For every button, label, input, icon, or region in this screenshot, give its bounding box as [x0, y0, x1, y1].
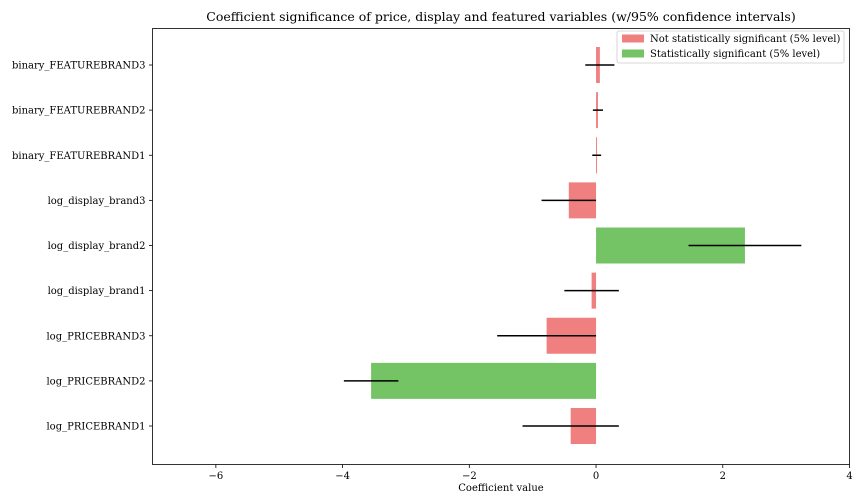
- legend-label-not-significant: Not statistically significant (5% level): [650, 34, 840, 45]
- plot-frame: [152, 28, 850, 465]
- xtick-label-2: −2: [462, 471, 477, 482]
- xtick-label-4: 2: [720, 471, 726, 482]
- xtick-label-3: 0: [593, 471, 599, 482]
- ytick-label-log_PRICEBRAND2: log_PRICEBRAND2: [46, 376, 145, 387]
- ytick-label-binary_FEATUREBRAND1: binary_FEATUREBRAND1: [12, 151, 146, 162]
- y-tick-labels: log_PRICEBRAND1 log_PRICEBRAND2 log_PRICEB…: [12, 61, 153, 433]
- legend-swatch-not-significant: [622, 34, 644, 43]
- ytick-label-log_display_brand3: log_display_brand3: [48, 196, 146, 207]
- ytick-label-log_PRICEBRAND1: log_PRICEBRAND1: [46, 422, 145, 433]
- ytick-label-binary_FEATUREBRAND2: binary_FEATUREBRAND2: [12, 106, 146, 117]
- bar-log_PRICEBRAND2: [371, 362, 597, 399]
- xtick-label-5: 4: [846, 471, 852, 482]
- errorbar-layer: [343, 64, 802, 427]
- xtick-label-1: −4: [335, 471, 350, 482]
- ytick-label-binary_FEATUREBRAND3: binary_FEATUREBRAND3: [12, 61, 146, 72]
- chart-title: Coefficient significance of price, displ…: [206, 9, 795, 24]
- ytick-label-log_display_brand2: log_display_brand2: [48, 241, 146, 252]
- x-axis-label: Coefficient value: [458, 483, 543, 494]
- legend: Not statistically significant (5% level)…: [616, 30, 845, 64]
- x-tick-labels: −6 −4 −2 0 2 4: [208, 464, 853, 482]
- legend-frame: [616, 30, 845, 64]
- xtick-label-0: −6: [208, 471, 223, 482]
- legend-swatch-significant: [622, 49, 644, 58]
- ytick-label-log_display_brand1: log_display_brand1: [48, 286, 146, 297]
- ytick-label-log_PRICEBRAND3: log_PRICEBRAND3: [46, 331, 145, 342]
- legend-label-significant: Statistically significant (5% level): [650, 49, 820, 60]
